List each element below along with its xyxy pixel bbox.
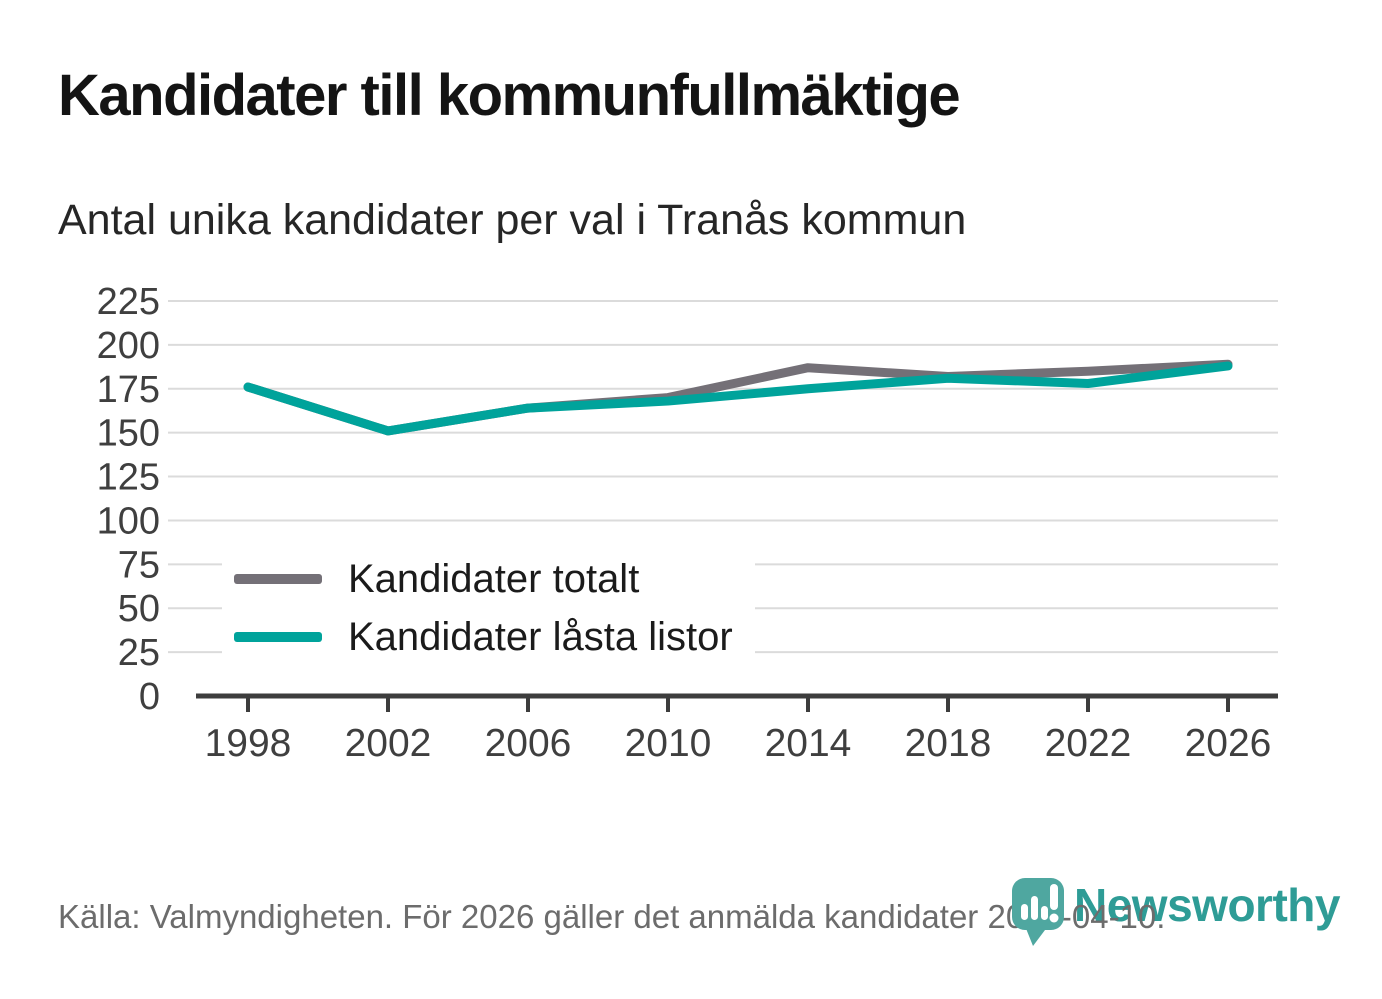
y-axis-tick-label: 150 bbox=[97, 413, 160, 455]
y-axis-tick-label: 225 bbox=[97, 281, 160, 323]
x-axis-tick-label: 1998 bbox=[205, 722, 292, 765]
chart-subtitle: Antal unika kandidater per val i Tranås … bbox=[58, 196, 967, 244]
x-axis-tick-label: 2026 bbox=[1185, 722, 1272, 765]
y-axis-tick-label: 50 bbox=[118, 588, 160, 630]
newsworthy-wordmark: Newsworthy bbox=[1074, 879, 1340, 931]
legend-item-lasta-listor: Kandidater låsta listor bbox=[234, 614, 733, 660]
chart-title: Kandidater till kommunfullmäktige bbox=[58, 63, 961, 128]
legend-label-totalt: Kandidater totalt bbox=[348, 557, 640, 601]
legend-label-lasta-listor: Kandidater låsta listor bbox=[348, 615, 733, 659]
y-axis-tick-label: 0 bbox=[139, 676, 160, 718]
x-axis-tick-label: 2010 bbox=[625, 722, 712, 765]
y-axis-tick-label: 100 bbox=[97, 500, 160, 542]
y-axis-tick-label: 75 bbox=[118, 544, 160, 586]
newsworthy-pin-icon bbox=[1012, 878, 1064, 946]
y-axis-tick-label: 175 bbox=[97, 369, 160, 411]
y-axis-tick-label: 200 bbox=[97, 325, 160, 367]
chart-legend: Kandidater totalt Kandidater låsta listo… bbox=[222, 548, 755, 672]
x-axis-tick-label: 2018 bbox=[905, 722, 992, 765]
x-axis-tick-label: 2014 bbox=[765, 722, 852, 765]
x-axis-tick-label: 2022 bbox=[1045, 722, 1132, 765]
legend-item-totalt: Kandidater totalt bbox=[234, 556, 733, 602]
series-line-lasta-listor bbox=[243, 361, 1233, 436]
source-note: Källa: Valmyndigheten. För 2026 gäller d… bbox=[58, 898, 1166, 935]
y-axis-tick-label: 25 bbox=[118, 632, 160, 674]
legend-swatch-lasta-listor bbox=[234, 632, 322, 642]
x-axis-tick-label: 2002 bbox=[345, 722, 432, 765]
x-axis-tick-label: 2006 bbox=[485, 722, 572, 765]
legend-swatch-totalt bbox=[234, 574, 322, 584]
y-axis-tick-label: 125 bbox=[97, 457, 160, 499]
